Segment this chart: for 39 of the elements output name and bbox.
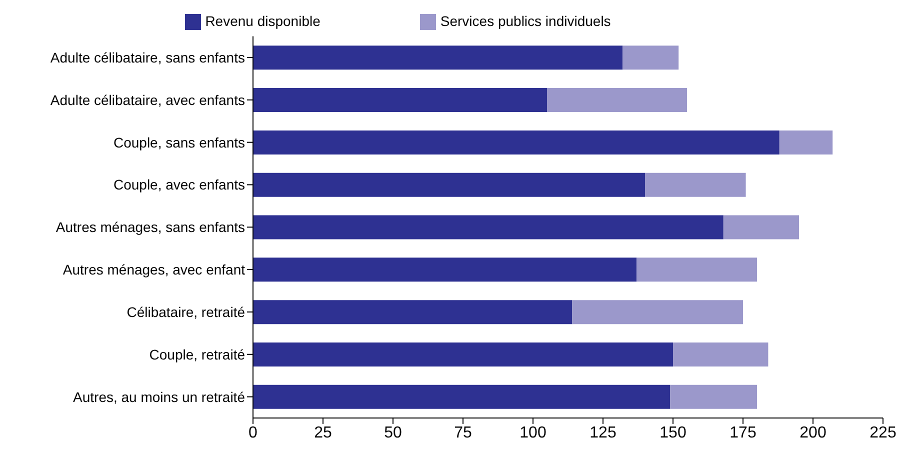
bar: [253, 342, 673, 367]
x-tick-label: 200: [800, 424, 826, 442]
bar: [673, 342, 768, 367]
y-tick-label: Adulte célibataire, avec enfants: [50, 92, 245, 108]
bar: [253, 130, 780, 154]
x-tick-label: 100: [520, 424, 546, 442]
y-tick-label: Autres, au moins un retraité: [73, 388, 246, 405]
bar: [670, 384, 757, 409]
x-tick-label: 50: [384, 424, 402, 442]
bar: [779, 130, 833, 154]
bar: [723, 215, 799, 240]
bar: [622, 46, 679, 70]
bar: [253, 88, 547, 112]
bar: [253, 258, 637, 282]
bar: [253, 46, 623, 70]
x-tick-label: 175: [730, 424, 756, 442]
bar: [547, 88, 687, 112]
legend-label: Services publics individuels: [440, 13, 611, 29]
bar: [253, 215, 724, 240]
legend-label: Revenu disponible: [205, 13, 320, 29]
x-tick-label: 25: [314, 424, 332, 442]
x-tick-label: 150: [660, 424, 686, 442]
bar: [636, 258, 757, 282]
y-tick-label: Couple, avec enfants: [113, 176, 245, 193]
y-tick-label: Autres ménages, avec enfant: [62, 262, 246, 278]
y-tick-label: Couple, sans enfants: [113, 134, 245, 150]
x-tick-label: 75: [454, 424, 472, 442]
y-tick-label: Célibataire, retraité: [126, 304, 246, 320]
bar: [253, 172, 645, 197]
bar: [645, 172, 746, 197]
bar: [572, 300, 743, 324]
bar: [253, 300, 572, 324]
y-tick-label: Adulte célibataire, sans enfants: [50, 49, 245, 66]
y-tick-label: Autres ménages, sans enfants: [56, 219, 245, 236]
y-tick-label: Couple, retraité: [149, 346, 246, 362]
x-tick-label: 0: [248, 424, 258, 442]
bar: [253, 384, 670, 409]
x-tick-label: 125: [590, 424, 616, 442]
x-tick-label: 225: [870, 424, 896, 442]
